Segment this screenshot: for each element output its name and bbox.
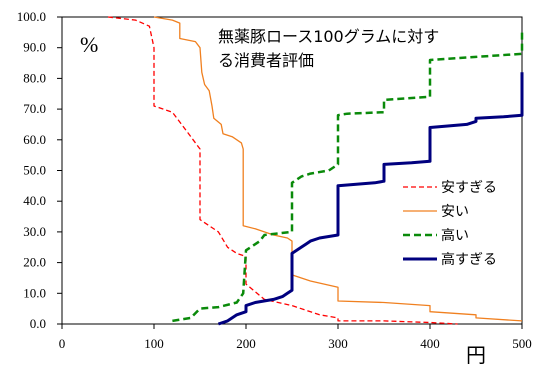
x-tick-label: 100	[144, 336, 164, 351]
y-tick-label: 10.0	[23, 285, 46, 300]
x-tick-label: 300	[328, 336, 348, 351]
x-axis: 0 100 200 300 400 500	[59, 324, 532, 351]
chart-title: 無薬豚ロース100グラムに対す る消費者評価	[218, 27, 439, 70]
x-tick-label: 500	[512, 336, 532, 351]
legend-label-4: 高すぎる	[441, 251, 497, 268]
x-tick-label: 400	[420, 336, 440, 351]
y-tick-label: 90.0	[23, 40, 46, 55]
y-tick-label: 80.0	[23, 70, 46, 85]
series-line-4	[217, 72, 524, 326]
legend-label-3: 高い	[441, 227, 469, 244]
series-line-2	[153, 16, 523, 322]
series-layer	[107, 16, 524, 326]
y-tick-label: 70.0	[23, 101, 46, 116]
x-unit-label: 円	[466, 343, 486, 367]
y-tick-label: 50.0	[23, 163, 46, 178]
chart-title-line-2: る消費者評価	[218, 51, 314, 70]
chart-title-line-1: 無薬豚ロース100グラムに対す	[218, 27, 439, 46]
y-tick-label: 0.0	[30, 316, 46, 331]
y-tick-label: 40.0	[23, 193, 46, 208]
legend-label-2: 安い	[441, 204, 469, 220]
series-line-1	[107, 16, 458, 325]
y-tick-label: 60.0	[23, 132, 46, 147]
x-tick-label: 200	[236, 336, 256, 351]
x-tick-label: 0	[59, 336, 66, 351]
y-axis: 0.0 10.0 20.0 30.0 40.0 50.0 60.0 70.0 80.0 90.0 1…	[17, 9, 62, 331]
y-tick-label: 20.0	[23, 255, 46, 270]
legend-label-1: 安すぎる	[441, 180, 497, 196]
y-unit-label: %	[80, 32, 98, 57]
y-tick-label: 100.0	[17, 9, 46, 24]
y-tick-label: 30.0	[23, 224, 46, 239]
